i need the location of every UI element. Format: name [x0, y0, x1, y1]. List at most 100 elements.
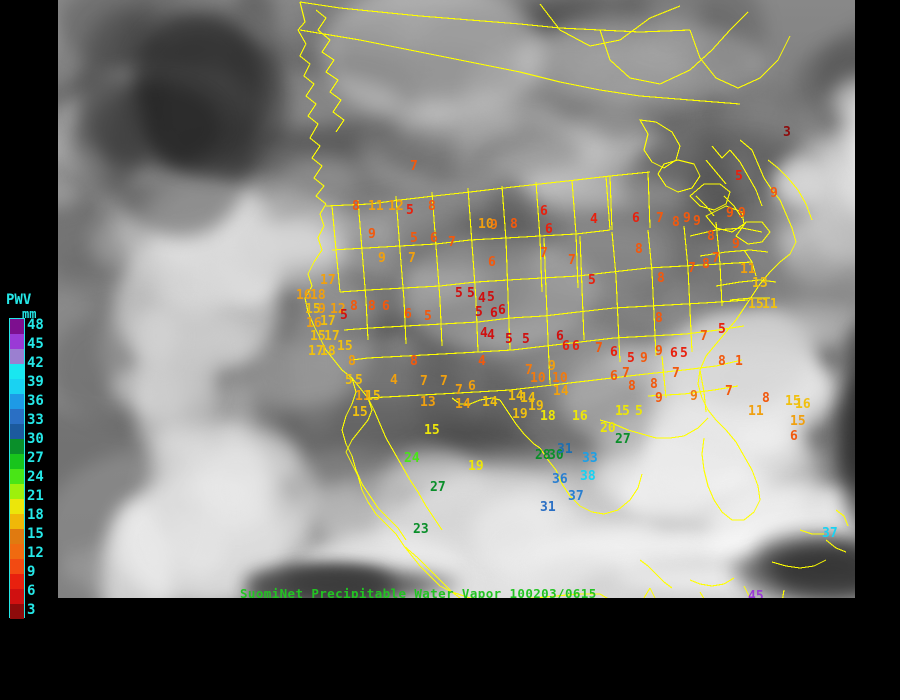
- station-pwv-value: 16: [296, 288, 312, 303]
- station-pwv-value: 12: [388, 199, 404, 214]
- colorbar-tick-3: 3: [27, 602, 36, 618]
- colorbar-tick-45: 45: [27, 336, 44, 352]
- station-pwv-value: 5: [406, 203, 414, 218]
- colorbar-swatch-10: [10, 469, 24, 484]
- colorbar-swatch-6: [10, 409, 24, 424]
- station-pwv-value: 7: [448, 235, 456, 250]
- station-pwv-value: 16: [795, 397, 811, 412]
- station-pwv-value: 7: [568, 253, 576, 268]
- colorbar-swatch-2: [10, 349, 24, 364]
- station-pwv-value: 11: [748, 404, 764, 419]
- station-pwv-value: 5: [680, 346, 688, 361]
- station-pwv-value: 6: [430, 231, 438, 246]
- colorbar-tick-24: 24: [27, 469, 44, 485]
- station-pwv-value: 7: [700, 329, 708, 344]
- station-pwv-value: 6: [404, 307, 412, 322]
- station-pwv-value: 5: [455, 286, 463, 301]
- station-pwv-value: 37: [822, 526, 838, 541]
- station-pwv-value: 10: [478, 217, 494, 232]
- station-pwv-value: 37: [568, 489, 584, 504]
- station-pwv-value: 4: [478, 291, 486, 306]
- station-pwv-value: 6: [488, 255, 496, 270]
- station-pwv-value: 1: [615, 404, 623, 419]
- colorbar-tick-12: 12: [27, 545, 44, 561]
- station-pwv-value: 9: [378, 251, 386, 266]
- station-pwv-value: 16: [306, 316, 322, 331]
- station-pwv-value: 24: [404, 451, 420, 466]
- station-pwv-value: 6: [556, 329, 564, 344]
- station-pwv-value: 5: [340, 308, 348, 323]
- colorbar-tick-30: 30: [27, 431, 44, 447]
- station-pwv-value: 8: [655, 311, 663, 326]
- station-pwv-value: 15: [790, 414, 806, 429]
- station-pwv-value: 4: [390, 373, 398, 388]
- colorbar-swatch-1: [10, 334, 24, 349]
- colorbar-swatch-12: [10, 499, 24, 514]
- station-pwv-value: 8: [410, 354, 418, 369]
- station-pwv-value: 12: [330, 302, 346, 317]
- station-pwv-value: 1: [735, 354, 743, 369]
- station-pwv-value: 14: [455, 397, 471, 412]
- station-pwv-value: 27: [615, 432, 631, 447]
- station-pwv-value: 31: [540, 500, 556, 515]
- station-pwv-value: 28: [535, 448, 551, 463]
- station-pwv-value: 6: [562, 339, 570, 354]
- colorbar-swatch-15: [10, 544, 24, 559]
- station-pwv-value: 10: [530, 371, 546, 386]
- station-pwv-value: 6: [790, 429, 798, 444]
- station-pwv-value: 5: [424, 309, 432, 324]
- station-pwv-value: 8: [657, 271, 665, 286]
- station-pwv-value: 7: [540, 246, 548, 261]
- station-pwv-value: 16: [572, 409, 588, 424]
- colorbar-swatch-17: [10, 574, 24, 589]
- colorbar-tick-39: 39: [27, 374, 44, 390]
- colorbar-title: PWV: [6, 292, 32, 308]
- station-pwv-value: 18: [320, 344, 336, 359]
- colorbar-swatch-7: [10, 424, 24, 439]
- station-pwv-value: 11: [355, 389, 371, 404]
- station-pwv-value: 8: [428, 199, 436, 214]
- station-pwv-value: 15: [785, 394, 801, 409]
- station-pwv-value: 8: [650, 377, 658, 392]
- station-pwv-value: 5: [487, 290, 495, 305]
- station-pwv-value: 6: [670, 346, 678, 361]
- station-pwv-value: 8: [350, 299, 358, 314]
- colorbar-tick-36: 36: [27, 393, 44, 409]
- station-pwv-value: 7: [595, 341, 603, 356]
- station-pwv-value: 15: [337, 339, 353, 354]
- colorbar-tick-48: 48: [27, 317, 44, 333]
- station-pwv-value: 14: [482, 395, 498, 410]
- station-pwv-value: 9: [655, 344, 663, 359]
- colorbar-tick-42: 42: [27, 355, 44, 371]
- colorbar-swatch-4: [10, 379, 24, 394]
- station-pwv-value: 5: [355, 373, 363, 388]
- station-pwv-value: 4: [590, 212, 598, 227]
- station-pwv-value: 6: [498, 303, 506, 318]
- station-pwv-value: 7: [410, 159, 418, 174]
- station-pwv-value: 17: [324, 329, 340, 344]
- colorbar-swatch-3: [10, 364, 24, 379]
- station-pwv-value: 7: [672, 366, 680, 381]
- product-caption: SuomiNet Precipitable Water Vapor 100203…: [240, 586, 597, 601]
- station-pwv-value: 6: [610, 345, 618, 360]
- station-pwv-value: 5: [718, 322, 726, 337]
- station-pwv-value: 13: [420, 395, 436, 410]
- colorbar-swatch-8: [10, 439, 24, 454]
- colorbar-tick-18: 18: [27, 507, 44, 523]
- station-pwv-value: 8: [702, 257, 710, 272]
- station-pwv-value: 6: [540, 204, 548, 219]
- colorbar-panel: PWV mm 48 45 42 39 36 33 30 27 24 21 18 15 12 9 6 3: [0, 0, 58, 700]
- station-pwv-value: 4: [487, 328, 495, 343]
- station-pwv-value: 7: [440, 374, 448, 389]
- station-pwv-value: 5: [410, 231, 418, 246]
- station-pwv-value: 15: [305, 302, 321, 317]
- station-pwv-value: 10: [552, 371, 568, 386]
- station-pwv-value: 5: [475, 305, 483, 320]
- station-pwv-value: 6: [572, 339, 580, 354]
- station-pwv-value: 5: [467, 286, 475, 301]
- station-pwv-value: 11: [368, 199, 384, 214]
- station-pwv-value: 15: [424, 423, 440, 438]
- station-pwv-value: 8: [510, 217, 518, 232]
- colorbar-swatch-14: [10, 529, 24, 544]
